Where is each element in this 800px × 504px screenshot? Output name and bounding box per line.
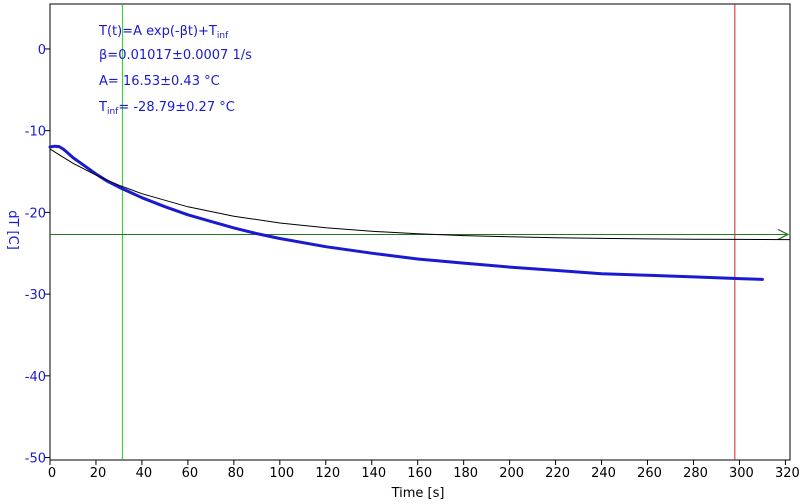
y-tick-label: -30 [25, 288, 46, 303]
x-tick-label: 80 [228, 466, 245, 481]
y-axis-label: dT [C] [5, 210, 20, 250]
y-tick-label: -20 [25, 206, 46, 221]
x-tick-label: 100 [269, 466, 294, 481]
x-tick-label: 20 [90, 466, 107, 481]
y-tick-label: -50 [25, 452, 46, 467]
x-tick-label: 0 [48, 466, 56, 481]
fit-annotation: T(t)=A exp(-βt)+Tinf β=0.01017±0.0007 1/… [98, 24, 252, 117]
plot-frame [49, 3, 791, 461]
y-tick-label: -40 [25, 370, 46, 385]
y-tick-label: -10 [25, 125, 46, 140]
x-tick-label: 180 [453, 466, 478, 481]
fit-amplitude: A= 16.53±0.43 °C [99, 74, 220, 89]
x-tick-label: 320 [775, 466, 800, 481]
fit-t-inf: Tinf= -28.79±0.27 °C [98, 100, 235, 117]
x-tick-label: 300 [729, 466, 754, 481]
fit-t-inf-pre: T [98, 100, 107, 115]
x-tick-label: 200 [499, 466, 524, 481]
x-tick-label: 120 [315, 466, 340, 481]
cursor-horizontal-arrow [777, 228, 790, 240]
x-tick-label: 220 [545, 466, 570, 481]
fit-t-inf-sub: inf [107, 107, 119, 117]
fit-t-inf-post: = -28.79±0.27 °C [118, 100, 234, 115]
x-tick-label: 60 [182, 466, 199, 481]
chart-marks [48, 3, 791, 461]
fit-equation-main: T(t)=A exp(-βt)+T [98, 24, 217, 39]
fit-equation: T(t)=A exp(-βt)+Tinf [98, 24, 229, 41]
fit-equation-sub: inf [217, 31, 229, 41]
fit-beta: β=0.01017±0.0007 1/s [99, 48, 252, 63]
x-axis-label: Time [s] [391, 486, 445, 501]
y-tick-label: 0 [38, 43, 46, 58]
x-tick-label: 140 [361, 466, 386, 481]
series-fit-line [49, 148, 791, 241]
x-tick-label: 40 [136, 466, 153, 481]
series-measured-line [48, 144, 764, 281]
x-tick-label: 160 [407, 466, 432, 481]
x-tick-label: 240 [591, 466, 616, 481]
x-tick-label: 280 [683, 466, 708, 481]
x-tick-label: 260 [637, 466, 662, 481]
chart-ticks: 0 20 40 60 80 100 120 140 160 180 200 220 240 260 280 3… [25, 43, 800, 481]
